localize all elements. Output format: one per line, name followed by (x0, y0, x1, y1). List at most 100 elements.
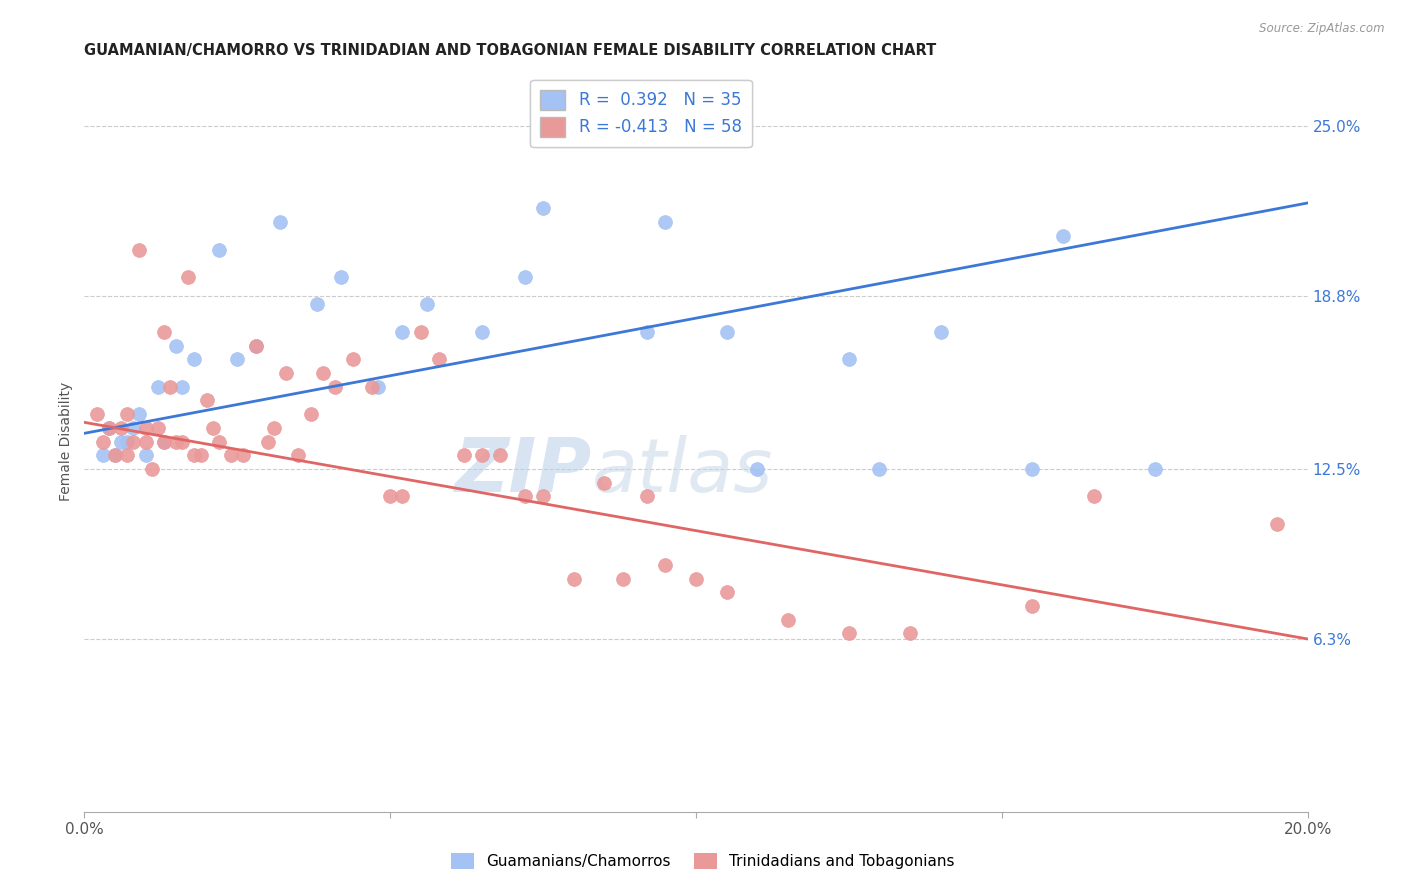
Point (1021, 599, 1043, 613)
Point (416, 297, 439, 311)
Point (153, 434, 176, 449)
Point (869, 462, 891, 476)
Text: Source: ZipAtlas.com: Source: ZipAtlas.com (1260, 22, 1385, 36)
Point (135, 448, 157, 462)
Point (146, 421, 169, 435)
Point (97, 421, 120, 435)
Point (531, 489, 554, 503)
Point (716, 325, 738, 339)
Point (360, 380, 382, 394)
Point (838, 626, 860, 640)
Point (159, 380, 181, 394)
Point (257, 434, 280, 449)
Point (287, 448, 309, 462)
Point (226, 352, 249, 367)
Text: GUAMANIAN/CHAMORRO VS TRINIDADIAN AND TOBAGONIAN FEMALE DISABILITY CORRELATION C: GUAMANIAN/CHAMORRO VS TRINIDADIAN AND TO… (84, 43, 936, 58)
Point (367, 380, 389, 394)
Point (305, 297, 328, 311)
Point (716, 585, 738, 599)
Point (153, 325, 176, 339)
Point (115, 434, 138, 449)
Point (1021, 462, 1043, 476)
Point (654, 558, 676, 572)
Point (245, 338, 267, 352)
Point (747, 462, 769, 476)
Point (172, 380, 194, 394)
Point (165, 434, 187, 449)
Point (141, 462, 163, 476)
Point (593, 475, 616, 490)
Point (208, 434, 231, 449)
Point (380, 489, 402, 503)
Point (562, 572, 585, 586)
Point (489, 448, 512, 462)
Point (122, 434, 145, 449)
Point (183, 352, 205, 367)
Point (276, 366, 298, 380)
Point (128, 243, 150, 257)
Point (245, 338, 267, 352)
Legend: R =  0.392   N = 35, R = -0.413   N = 58: R = 0.392 N = 35, R = -0.413 N = 58 (530, 79, 752, 147)
Point (1083, 489, 1105, 503)
Legend: Guamanians/Chamorros, Trinidadians and Tobagonians: Guamanians/Chamorros, Trinidadians and T… (446, 847, 960, 875)
Point (86, 407, 108, 421)
Text: ZIP: ZIP (454, 434, 592, 508)
Point (471, 448, 494, 462)
Point (110, 434, 132, 449)
Point (195, 393, 218, 408)
Point (323, 380, 346, 394)
Point (929, 325, 952, 339)
Point (685, 572, 707, 586)
Point (453, 448, 475, 462)
Text: atlas: atlas (592, 435, 773, 508)
Point (342, 352, 364, 367)
Point (104, 448, 127, 462)
Point (177, 270, 200, 285)
Point (513, 270, 536, 285)
Point (128, 407, 150, 421)
Point (513, 489, 536, 503)
Point (409, 325, 432, 339)
Point (135, 421, 157, 435)
Point (636, 325, 658, 339)
Point (97, 421, 120, 435)
Point (391, 325, 413, 339)
Point (190, 448, 212, 462)
Point (330, 270, 353, 285)
Point (208, 243, 231, 257)
Point (91, 448, 114, 462)
Point (531, 202, 554, 216)
Point (201, 421, 224, 435)
Point (1143, 462, 1166, 476)
Point (110, 421, 132, 435)
Point (91, 434, 114, 449)
Y-axis label: Female Disability: Female Disability (59, 382, 73, 501)
Point (183, 448, 205, 462)
Point (312, 366, 335, 380)
Point (427, 352, 450, 367)
Point (471, 325, 494, 339)
Point (263, 421, 285, 435)
Point (654, 215, 676, 229)
Point (1052, 228, 1074, 243)
Point (115, 448, 138, 462)
Point (104, 448, 127, 462)
Point (636, 489, 658, 503)
Point (299, 407, 322, 421)
Point (1265, 516, 1288, 531)
Point (776, 613, 799, 627)
Point (135, 434, 157, 449)
Point (269, 215, 291, 229)
Point (146, 380, 169, 394)
Point (172, 434, 194, 449)
Point (115, 407, 138, 421)
Point (232, 448, 254, 462)
Point (122, 421, 145, 435)
Point (838, 352, 860, 367)
Point (898, 626, 921, 640)
Point (391, 489, 413, 503)
Point (165, 338, 187, 352)
Point (612, 572, 634, 586)
Point (219, 448, 242, 462)
Point (153, 434, 176, 449)
